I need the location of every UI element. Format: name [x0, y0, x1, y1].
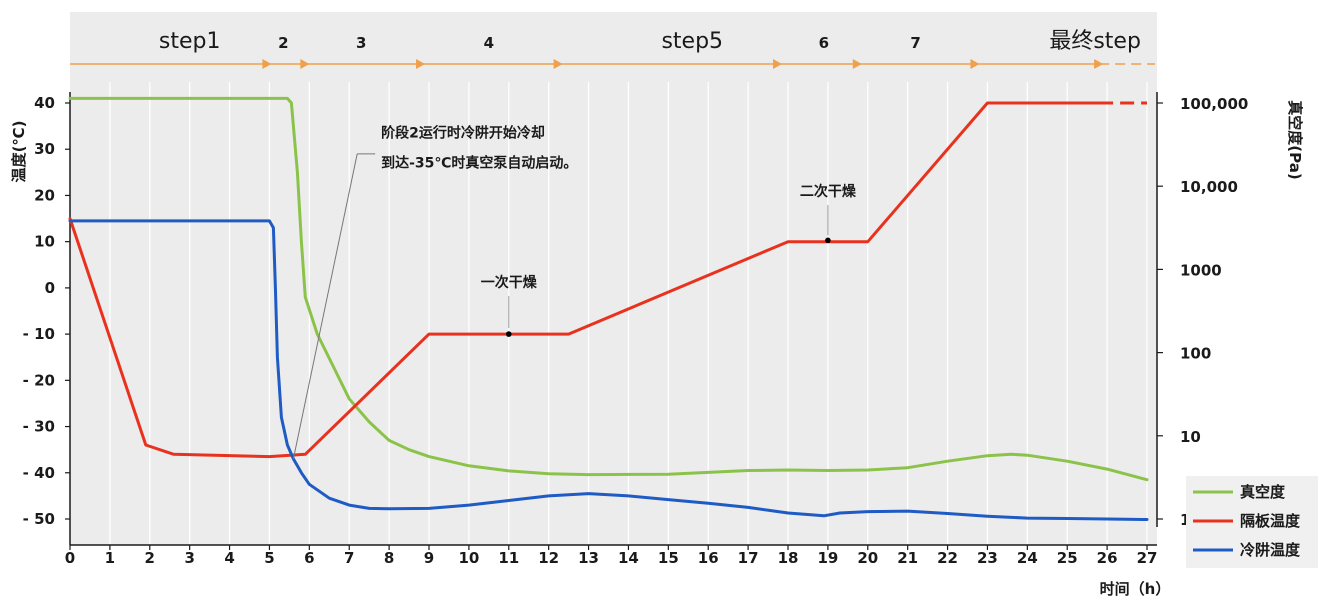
x-tick-label: 7	[344, 549, 354, 567]
y-right-tick-label: 10	[1180, 428, 1201, 446]
x-tick-label: 26	[1097, 549, 1118, 567]
y-left-axis-title: 温度(℃)	[10, 121, 28, 183]
annotation-text: 阶段2运行时冷阱开始冷却	[381, 124, 545, 141]
x-tick-label: 27	[1137, 549, 1158, 567]
annotation-dot	[505, 331, 512, 337]
axes: 0 1 2 3 4 5 6 7 8 9 10 11 12 13 14 15 16 17 18 19 20 21 22 23 24…	[10, 92, 1304, 598]
step-arrow-head	[970, 59, 980, 69]
x-tick-label: 8	[384, 549, 394, 567]
plot-area	[70, 12, 1157, 545]
legend-label: 冷阱温度	[1240, 541, 1301, 559]
legend-label: 隔板温度	[1240, 512, 1301, 530]
step-band: step1 2 3 4 step5 6 7 最终step	[70, 29, 1155, 69]
x-tick-label: 1	[105, 549, 115, 567]
y-right-tick-label: 100,000	[1180, 95, 1248, 113]
y-left-tick-label: - 50	[23, 510, 55, 528]
step-arrow-head	[553, 59, 563, 69]
x-tick-label: 2	[145, 549, 155, 567]
annotation-leader-line	[292, 153, 358, 460]
y-left-tick-label: 30	[34, 140, 55, 158]
annotation-dot	[825, 237, 831, 244]
step-arrow-head	[262, 59, 272, 69]
y-left-tick-label: 40	[34, 94, 55, 112]
x-axis-title: 时间（h）	[1100, 580, 1171, 598]
step-arrow-head	[1094, 59, 1104, 69]
step-arrow-head	[852, 59, 862, 69]
step-label: step5	[661, 29, 723, 54]
grid-lines	[109, 82, 1148, 545]
y-left-tick-label: - 40	[23, 464, 55, 482]
plot-background	[70, 12, 1157, 545]
annotation-text: 二次干燥	[800, 183, 857, 200]
step-label: 4	[484, 34, 494, 52]
step-arrow-head	[773, 59, 783, 69]
step-label: 2	[278, 34, 288, 52]
x-tick-label: 21	[897, 549, 918, 567]
x-tick-label: 6	[304, 549, 314, 567]
annotation-text: 到达-35℃时真空泵自动启动。	[381, 154, 577, 171]
series-lines	[68, 96, 1149, 521]
step-label: 最终step	[1049, 29, 1141, 54]
x-tick-label: 0	[65, 549, 75, 567]
series-line	[68, 101, 1101, 459]
x-tick-label: 10	[458, 549, 479, 567]
y-left-tick-label: - 30	[23, 418, 55, 436]
step-label: 3	[356, 34, 366, 52]
step-arrow-head	[300, 59, 310, 69]
x-tick-label: 19	[817, 549, 838, 567]
x-tick-label: 11	[498, 549, 519, 567]
x-tick-label: 24	[1017, 549, 1038, 567]
x-tick-label: 14	[618, 549, 639, 567]
x-tick-label: 12	[538, 549, 559, 567]
y-left-tick-label: 0	[45, 279, 55, 297]
x-tick-label: 18	[778, 549, 799, 567]
step-label: 7	[910, 34, 920, 52]
y-right-tick-label: 1	[1180, 511, 1190, 529]
y-left-tick-label: 20	[34, 186, 55, 204]
legend-label: 真空度	[1240, 483, 1286, 501]
step-label: step1	[159, 29, 221, 54]
y-right-tick-label: 100	[1180, 345, 1211, 363]
x-tick-label: 22	[937, 549, 958, 567]
y-right-tick-label: 1000	[1180, 261, 1222, 279]
x-tick-label: 3	[184, 549, 194, 567]
x-tick-label: 9	[424, 549, 434, 567]
series-line	[68, 96, 1149, 482]
x-tick-label: 23	[977, 549, 998, 567]
step-label: 6	[819, 34, 829, 52]
y-left-tick-label: 10	[34, 233, 55, 251]
x-tick-label: 13	[578, 549, 599, 567]
y-right-tick-label: 10,000	[1180, 178, 1238, 196]
x-tick-label: 4	[224, 549, 234, 567]
x-tick-label: 5	[264, 549, 274, 567]
x-tick-label: 20	[857, 549, 878, 567]
x-tick-label: 25	[1057, 549, 1078, 567]
x-tick-label: 16	[698, 549, 719, 567]
y-left-tick-label: - 10	[23, 325, 55, 343]
y-right-axis-title: 真空度(Pa)	[1286, 100, 1304, 179]
y-left-tick-label: - 20	[23, 371, 55, 389]
annotation-text: 一次干燥	[481, 274, 538, 291]
series-line	[68, 219, 1149, 521]
step-arrow-head	[416, 59, 426, 69]
x-tick-label: 17	[738, 549, 759, 567]
x-tick-label: 15	[658, 549, 679, 567]
